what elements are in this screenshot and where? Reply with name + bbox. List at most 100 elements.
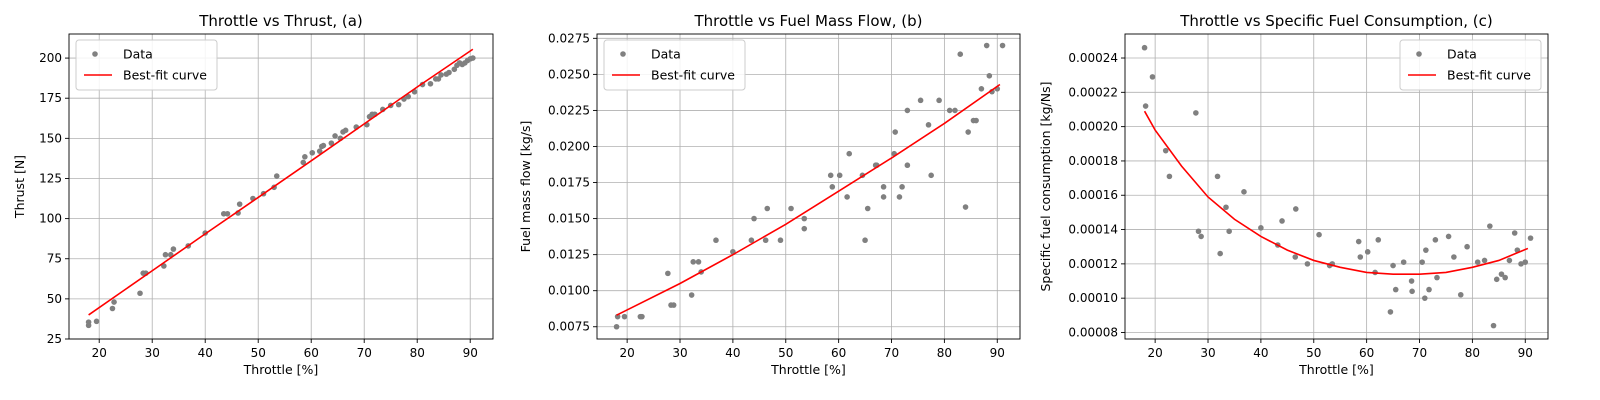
- data-point: [844, 194, 850, 200]
- data-point: [613, 323, 620, 330]
- y-tick-label: 0.00018: [1068, 154, 1118, 168]
- data-point: [1522, 259, 1529, 265]
- data-point: [904, 162, 911, 169]
- data-point: [1432, 237, 1439, 243]
- data-point: [1390, 262, 1396, 269]
- data-point: [1241, 189, 1247, 195]
- data-point: [435, 76, 442, 82]
- data-point: [395, 101, 402, 108]
- y-tick-label: 0.0175: [548, 176, 590, 190]
- data-point: [1490, 322, 1497, 329]
- y-tick-label: 0.00016: [1068, 188, 1118, 202]
- data-point: [316, 148, 323, 154]
- data-point: [93, 318, 100, 325]
- data-point: [846, 150, 853, 157]
- data-point: [665, 270, 671, 277]
- data-point: [1502, 274, 1508, 281]
- x-tick-label: 70: [884, 346, 899, 360]
- data-point: [639, 313, 645, 320]
- y-tick-label: 175: [39, 91, 62, 105]
- x-tick-label: 20: [1147, 346, 1162, 360]
- data-point: [788, 205, 794, 212]
- data-point: [899, 184, 905, 190]
- data-point: [688, 292, 695, 298]
- x-tick-label: 40: [1253, 346, 1268, 360]
- best-fit-curve: [1143, 110, 1529, 275]
- best-fit-curve: [88, 48, 474, 316]
- data-point: [137, 290, 143, 297]
- legend-marker-data: [620, 51, 626, 57]
- legend-marker-data: [92, 51, 98, 57]
- chart-panel-1: 20 30 40 50 60 70 80 90 25 50 75 100 125 150 175 200 Thr…: [12, 12, 494, 377]
- data-point: [896, 194, 903, 200]
- data-point: [446, 69, 452, 76]
- legend: Data Best-fit curve: [75, 39, 218, 91]
- data-point: [1166, 173, 1173, 180]
- x-tick-label: 40: [725, 346, 740, 360]
- data-point: [713, 237, 719, 244]
- data-point: [952, 107, 958, 114]
- data-point: [1292, 254, 1299, 260]
- y-tick-label: 0.00008: [1068, 325, 1118, 339]
- data-point: [320, 142, 327, 149]
- x-axis-label: Throttle [%]: [770, 362, 846, 377]
- data-point: [904, 107, 911, 114]
- legend-box: [603, 39, 746, 91]
- data-point: [978, 85, 985, 92]
- data-point: [438, 72, 444, 78]
- data-point: [1445, 233, 1452, 240]
- data-point: [1214, 173, 1221, 180]
- axes-frame: [68, 33, 494, 340]
- data-point: [1527, 235, 1534, 241]
- y-tick-label: 0.0150: [548, 212, 590, 226]
- data-point: [1304, 261, 1311, 267]
- y-tick-label: 0.00022: [1068, 85, 1118, 99]
- data-point: [85, 319, 92, 325]
- data-point: [1422, 295, 1428, 301]
- y-tick-label: 0.0100: [548, 284, 590, 298]
- x-tick-label: 60: [1359, 346, 1374, 360]
- x-tick-label: 80: [410, 346, 425, 360]
- x-tick-label: 40: [198, 346, 213, 360]
- data-point: [1142, 103, 1149, 109]
- data-point: [764, 205, 771, 212]
- data-point: [777, 237, 784, 244]
- data-point: [986, 73, 993, 79]
- data-point: [1141, 44, 1148, 51]
- data-point: [801, 215, 808, 222]
- data-point: [309, 149, 316, 156]
- data-point: [1423, 247, 1429, 253]
- data-point: [801, 225, 808, 232]
- data-point: [962, 204, 969, 210]
- data-point: [1457, 291, 1464, 298]
- data-point: [1493, 276, 1500, 283]
- chart-title: Throttle vs Thrust, (a): [198, 12, 363, 30]
- y-tick-label: 0.00020: [1068, 120, 1118, 134]
- data-point: [162, 251, 169, 258]
- chart-panel-2: 20 30 40 50 60 70 80 90 0.0075 0.0100 0.0125 0.0150…: [518, 12, 1021, 377]
- data-point: [1162, 147, 1169, 154]
- data-point: [1198, 233, 1204, 240]
- x-tick-label: 90: [990, 346, 1005, 360]
- y-tick-label: 200: [39, 51, 62, 65]
- x-tick-label: 50: [251, 346, 266, 360]
- data-point: [342, 127, 349, 134]
- y-axis-label: Specific fuel consumption [kg/Ns]: [1038, 82, 1053, 292]
- data-point: [1279, 218, 1285, 224]
- x-tick-label: 80: [937, 346, 952, 360]
- data-point: [1195, 228, 1202, 235]
- data-point: [1419, 259, 1425, 265]
- x-tick-label: 80: [1465, 346, 1480, 360]
- data-point: [880, 184, 887, 190]
- legend-label-data: Data: [123, 47, 153, 62]
- data-point: [1316, 231, 1322, 238]
- y-tick-label: 0.0125: [548, 248, 590, 262]
- data-point: [1193, 110, 1199, 116]
- y-tick-label: 50: [47, 292, 62, 306]
- chart-title: Throttle vs Fuel Mass Flow, (b): [693, 12, 922, 30]
- y-tick-label: 0.0225: [548, 103, 590, 117]
- x-tick-label: 30: [145, 346, 160, 360]
- data-point: [936, 97, 942, 104]
- data-point: [621, 313, 628, 320]
